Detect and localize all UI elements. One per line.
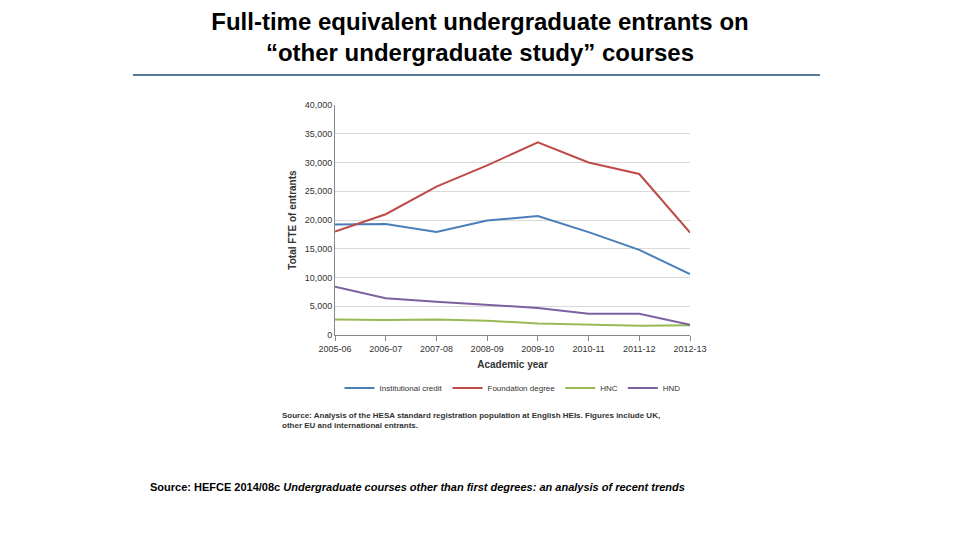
- svg-text:HND: HND: [663, 384, 681, 393]
- svg-text:30,000: 30,000: [305, 158, 333, 168]
- svg-text:40,000: 40,000: [305, 100, 333, 110]
- svg-text:2011-12: 2011-12: [623, 344, 655, 354]
- svg-text:10,000: 10,000: [305, 273, 333, 283]
- svg-text:5,000: 5,000: [310, 301, 333, 311]
- svg-text:Total FTE of entrants: Total FTE of entrants: [287, 170, 298, 270]
- svg-text:2007-08: 2007-08: [420, 344, 453, 354]
- svg-text:HNC: HNC: [600, 384, 618, 393]
- svg-text:20,000: 20,000: [305, 215, 333, 225]
- svg-text:2012-13: 2012-13: [673, 344, 706, 354]
- svg-text:Institutional credit: Institutional credit: [380, 384, 443, 393]
- svg-text:25,000: 25,000: [305, 186, 333, 196]
- svg-text:Academic year: Academic year: [477, 359, 548, 370]
- svg-text:2010-11: 2010-11: [572, 344, 604, 354]
- svg-text:Full-time equivalent undergrad: Full-time equivalent undergraduate entra…: [211, 8, 748, 66]
- svg-text:Source: Analysis of the HESA s: Source: Analysis of the HESA standard re…: [282, 411, 660, 430]
- svg-text:15,000: 15,000: [305, 244, 333, 254]
- svg-text:Source: HEFCE 2014/08c Undergr: Source: HEFCE 2014/08c Undergraduate cou…: [150, 481, 685, 493]
- svg-text:Foundation degree: Foundation degree: [488, 384, 556, 393]
- svg-text:0: 0: [327, 330, 332, 340]
- svg-text:35,000: 35,000: [305, 129, 333, 139]
- svg-text:2009-10: 2009-10: [521, 344, 554, 354]
- svg-text:2008-09: 2008-09: [471, 344, 504, 354]
- svg-text:2005-06: 2005-06: [318, 344, 351, 354]
- svg-text:2006-07: 2006-07: [369, 344, 402, 354]
